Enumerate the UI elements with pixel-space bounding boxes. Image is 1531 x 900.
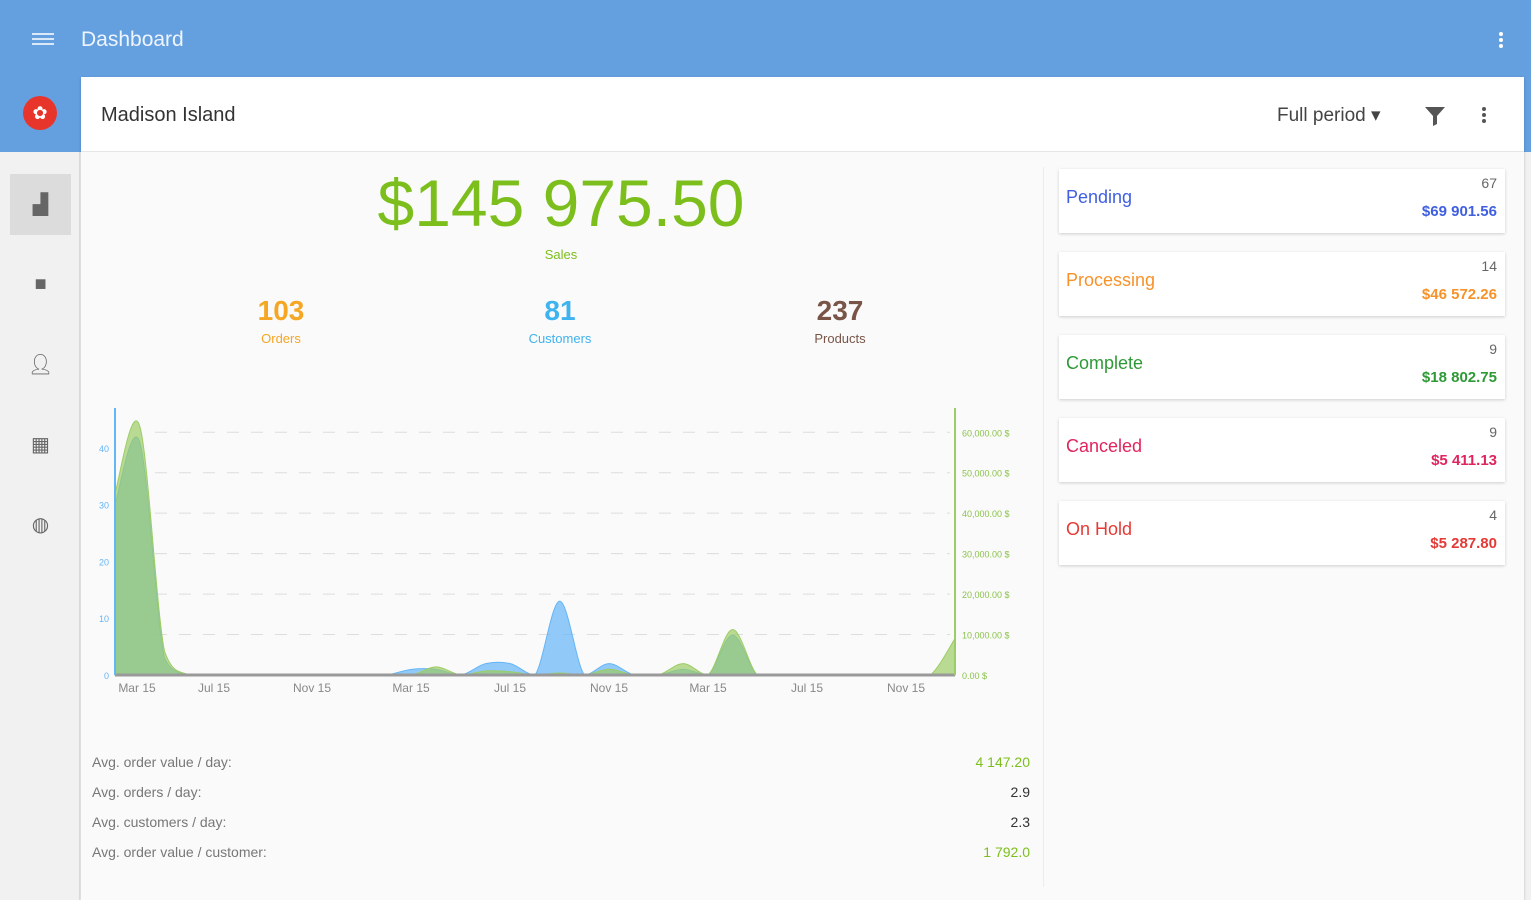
status-name: Pending <box>1066 187 1133 207</box>
sidebar: ▟ ■ 👤︎ ▦ ◍ <box>0 152 80 900</box>
status-card-pending[interactable]: Pending 67 $69 901.56 <box>1059 169 1505 233</box>
status-count: 67 <box>1481 175 1497 191</box>
dashboard-panel: Madison Island Full period ▾ $145 975.50… <box>81 77 1524 900</box>
more-options-icon[interactable] <box>1498 30 1504 50</box>
sidebar-item-customers[interactable]: 👤︎ <box>10 334 71 395</box>
status-amount: $46 572.26 <box>1421 286 1497 303</box>
x-axis-tick: Nov 15 <box>887 681 925 695</box>
x-axis-tick: Mar 15 <box>689 681 727 695</box>
person-icon: 👤︎ <box>27 354 54 376</box>
left-axis-tick: 0 <box>104 671 109 681</box>
x-axis-tick: Nov 15 <box>590 681 628 695</box>
status-name: Processing <box>1066 270 1156 290</box>
total-sales: $145 975.50 <box>377 166 745 240</box>
panel-header: Madison Island Full period ▾ <box>81 77 1524 152</box>
left-axis-tick: 30 <box>99 501 109 511</box>
stat-label: Avg. order value / day: <box>92 754 232 770</box>
stat-row: Avg. order value / day: 4 147.20 <box>92 754 1030 784</box>
right-axis-tick: 40,000.00 $ <box>962 509 1010 519</box>
status-amount: $69 901.56 <box>1421 203 1497 220</box>
stat-value: 2.9 <box>1010 784 1030 800</box>
status-count: 9 <box>1489 341 1497 357</box>
x-axis-tick: Jul 15 <box>494 681 526 695</box>
sales-orders-chart: 0.00 $ 10,000.00 $ 20,000.00 $ 30,000.00 $ 4… <box>99 408 1010 695</box>
stat-value: 1 792.0 <box>983 844 1030 860</box>
kpi-products: 237 Products <box>740 295 940 346</box>
right-axis-tick: 0.00 $ <box>962 671 987 681</box>
x-axis-tick: Jul 15 <box>198 681 230 695</box>
status-count: 4 <box>1489 507 1497 523</box>
status-name: On Hold <box>1066 519 1133 539</box>
x-axis-tick: Mar 15 <box>118 681 156 695</box>
stat-value: 4 147.20 <box>975 754 1031 770</box>
sidebar-item-orders[interactable]: ■ <box>10 254 71 315</box>
right-axis-tick: 30,000.00 $ <box>962 550 1010 560</box>
status-count: 14 <box>1481 258 1497 274</box>
sidebar-item-products[interactable]: ▦ <box>10 414 71 475</box>
x-axis-tick: Nov 15 <box>293 681 331 695</box>
left-axis-tick: 10 <box>99 614 109 624</box>
kpi-value: 103 <box>257 295 305 326</box>
store-logo-icon[interactable]: ✿ <box>23 96 57 130</box>
gift-icon: ▦ <box>31 434 50 456</box>
kpi-orders: 103 Orders <box>181 295 381 346</box>
sidebar-item-dashboard[interactable]: ▟ <box>10 174 71 235</box>
sales-label: Sales <box>544 247 578 262</box>
panel-more-icon[interactable] <box>1481 105 1487 125</box>
status-card-processing[interactable]: Processing 14 $46 572.26 <box>1059 252 1505 316</box>
left-axis-tick: 40 <box>99 444 109 454</box>
status-name: Canceled <box>1066 436 1143 456</box>
kpi-label: Customers <box>528 331 592 346</box>
bar-chart-icon: ▟ <box>32 194 49 216</box>
kpi-customers: 81 Customers <box>460 295 660 346</box>
stat-label: Avg. order value / customer: <box>92 844 267 860</box>
support-icon: ◍ <box>31 514 50 536</box>
left-axis-tick: 20 <box>99 557 109 567</box>
stat-row: Avg. order value / customer: 1 792.0 <box>92 844 1030 874</box>
filter-icon[interactable] <box>1424 105 1446 127</box>
shopping-bag-icon: ■ <box>34 273 47 295</box>
status-card-on-hold[interactable]: On Hold 4 $5 287.80 <box>1059 501 1505 565</box>
hamburger-menu-icon[interactable] <box>32 30 54 48</box>
status-amount: $18 802.75 <box>1421 369 1497 386</box>
stat-row: Avg. customers / day: 2.3 <box>92 814 1030 844</box>
x-axis-tick: Mar 15 <box>392 681 430 695</box>
stat-value: 2.3 <box>1010 814 1030 830</box>
right-axis-tick: 20,000.00 $ <box>962 590 1010 600</box>
kpi-label: Products <box>814 331 866 346</box>
divider <box>1043 167 1044 887</box>
stats-list: Avg. order value / day: 4 147.20 Avg. ord… <box>92 754 1030 874</box>
stat-row: Avg. orders / day: 2.9 <box>92 784 1030 814</box>
store-name: Madison Island <box>101 104 236 126</box>
status-amount: $5 287.80 <box>1430 535 1497 552</box>
right-axis-tick: 10,000.00 $ <box>962 631 1010 641</box>
status-name: Complete <box>1066 353 1144 373</box>
period-dropdown[interactable]: Full period ▾ <box>1277 105 1381 126</box>
series-area-sales <box>114 420 956 676</box>
status-card-canceled[interactable]: Canceled 9 $5 411.13 <box>1059 418 1505 482</box>
kpi-label: Orders <box>261 331 301 346</box>
stat-label: Avg. customers / day: <box>92 814 227 830</box>
status-count: 9 <box>1489 424 1497 440</box>
kpi-value: 237 <box>816 295 864 326</box>
x-axis-tick: Jul 15 <box>791 681 823 695</box>
stat-label: Avg. orders / day: <box>92 784 202 800</box>
order-status-list: Pending 67 $69 901.56 Processing 14 $46 572.… <box>1059 169 1505 584</box>
status-card-complete[interactable]: Complete 9 $18 802.75 <box>1059 335 1505 399</box>
right-axis-tick: 50,000.00 $ <box>962 469 1010 479</box>
status-amount: $5 411.13 <box>1431 452 1497 469</box>
sidebar-item-support[interactable]: ◍ <box>10 494 71 555</box>
page-title: Dashboard <box>81 28 184 51</box>
kpi-value: 81 <box>544 295 576 326</box>
right-axis-tick: 60,000.00 $ <box>962 428 1010 438</box>
